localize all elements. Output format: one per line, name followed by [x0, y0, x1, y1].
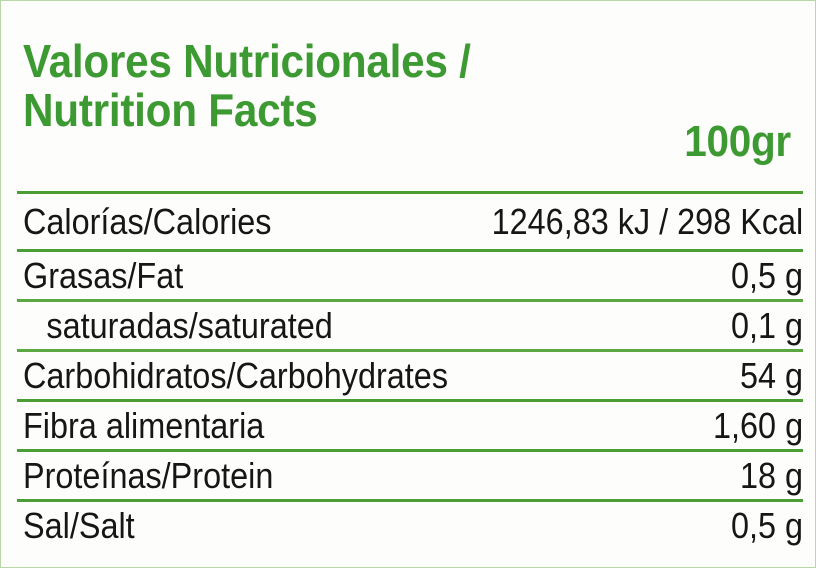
table-rule — [17, 249, 803, 252]
row-value: 0,5 g — [730, 254, 803, 296]
row-label: Grasas/Fat — [23, 254, 184, 296]
nutrition-table: Calorías/Calories 1246,83 kJ / 298 Kcal … — [17, 191, 803, 549]
serving-size: 100gr — [684, 117, 791, 166]
table-rule — [17, 449, 803, 452]
table-row: Calorías/Calories 1246,83 kJ / 298 Kcal — [17, 194, 803, 249]
table-row: Grasas/Fat 0,5 g — [17, 252, 803, 299]
page-title: Valores Nutricionales / Nutrition Facts — [23, 37, 643, 135]
row-value: 54 g — [739, 354, 803, 396]
table-row: Carbohidratos/Carbohydrates 54 g — [17, 352, 803, 399]
table-rule — [17, 299, 803, 302]
table-row: saturadas/saturated 0,1 g — [17, 302, 803, 349]
table-row: Fibra alimentaria 1,60 g — [17, 402, 803, 449]
label-header: Valores Nutricionales / Nutrition Facts … — [1, 1, 815, 191]
row-value: 0,5 g — [730, 504, 803, 546]
table-row: Sal/Salt 0,5 g — [17, 502, 803, 549]
title-line-spanish: Valores Nutricionales / — [23, 35, 471, 87]
row-label: Proteínas/Protein — [23, 454, 274, 496]
row-value: 0,1 g — [730, 304, 803, 346]
table-row: Proteínas/Protein 18 g — [17, 452, 803, 499]
row-value: 1,60 g — [712, 404, 803, 446]
title-line-english: Nutrition Facts — [23, 84, 318, 136]
table-rule-top — [17, 191, 803, 194]
table-rule — [17, 349, 803, 352]
row-label: Sal/Salt — [23, 504, 135, 546]
row-label: Fibra alimentaria — [23, 404, 265, 446]
table-rule — [17, 399, 803, 402]
row-value: 1246,83 kJ / 298 Kcal — [491, 200, 803, 242]
row-value: 18 g — [739, 454, 803, 496]
row-label: Carbohidratos/Carbohydrates — [23, 354, 449, 396]
row-label: Calorías/Calories — [23, 200, 272, 242]
table-rule — [17, 499, 803, 502]
row-label: saturadas/saturated — [46, 304, 333, 346]
